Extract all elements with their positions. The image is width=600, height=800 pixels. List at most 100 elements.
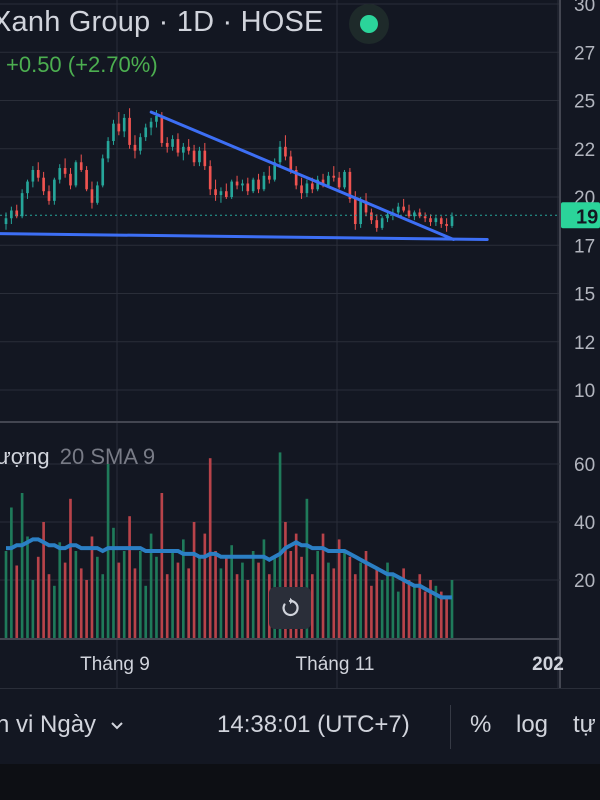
volume-bar	[15, 565, 19, 638]
date-range-label: n vi Ngày	[0, 711, 97, 738]
candle-body	[305, 183, 309, 194]
candle-body	[332, 175, 336, 178]
candle-body	[15, 210, 19, 217]
volume-bar	[149, 533, 153, 638]
candle-body	[36, 169, 40, 178]
percent-scale-toggle[interactable]: %	[470, 711, 492, 738]
candle-body	[316, 179, 319, 190]
volume-bar	[101, 574, 105, 638]
candle-body	[128, 117, 131, 145]
bottom-toolbar: n vi Ngày 14:38:01 (UTC+7) % log tự	[0, 688, 600, 765]
reset-zoom-button[interactable]	[269, 587, 311, 629]
price-axis-label: 25	[574, 92, 595, 113]
candle-body	[251, 179, 255, 192]
candle-body	[364, 200, 368, 213]
volume-bar	[139, 551, 142, 638]
volume-bar	[112, 527, 115, 638]
volume-bar	[423, 591, 427, 638]
reset-zoom-icon	[282, 597, 299, 617]
price-axis-label: 30	[574, 0, 595, 16]
candle-body	[273, 162, 277, 180]
candle-body	[321, 179, 325, 186]
volume-bar	[106, 464, 110, 638]
toolbar-divider	[450, 705, 451, 749]
volume-bar	[305, 498, 309, 638]
volume-bar	[375, 568, 379, 638]
candlestick-series	[4, 108, 454, 232]
volume-bar	[58, 542, 62, 638]
live-status-dot-icon	[360, 15, 378, 33]
volume-legend[interactable]: ượng 20 SMA 9	[0, 444, 155, 470]
candle-body	[171, 139, 174, 147]
volume-bar	[257, 562, 260, 638]
candle-body	[439, 218, 443, 225]
candle-body	[47, 191, 51, 201]
volume-bar	[284, 522, 287, 638]
volume-bar	[214, 551, 217, 638]
volume-bar	[219, 568, 223, 638]
volume-bar	[294, 533, 298, 638]
candle-body	[90, 189, 94, 203]
volume-bar	[224, 556, 228, 638]
volume-bar	[327, 562, 330, 638]
volume-bar	[429, 580, 432, 638]
volume-bar	[165, 574, 169, 638]
volume-bar	[79, 568, 83, 638]
candle-body	[10, 210, 13, 219]
candle-body	[407, 210, 411, 217]
time-axis-label: 202	[532, 654, 564, 675]
volume-sma-line	[6, 537, 452, 600]
volume-bar	[246, 580, 250, 638]
candle-body	[106, 141, 110, 159]
volume-bar	[10, 507, 13, 638]
volume-bar	[359, 562, 362, 638]
candle-body	[101, 158, 105, 186]
date-range-selector[interactable]: n vi Ngày	[0, 711, 125, 739]
candle-body	[450, 216, 454, 226]
volume-bar	[418, 574, 422, 638]
candle-body	[445, 224, 448, 226]
candle-body	[112, 123, 115, 142]
volume-bar	[332, 568, 336, 638]
candle-body	[257, 179, 260, 190]
candle-body	[20, 193, 24, 217]
trendline-upper	[149, 110, 456, 241]
auto-scale-toggle[interactable]: tự	[573, 711, 596, 738]
candle-body	[413, 212, 416, 217]
volume-bar	[310, 574, 314, 638]
candle-body	[208, 166, 212, 190]
volume-bar	[251, 551, 255, 638]
volume-bar	[160, 493, 164, 638]
volume-bar	[208, 458, 212, 638]
volume-bar	[69, 498, 72, 638]
candle-body	[348, 171, 352, 199]
candle-body	[58, 168, 62, 180]
trendlines[interactable]	[0, 110, 489, 241]
volume-bar	[370, 585, 373, 638]
volume-bar	[187, 568, 191, 638]
volume-bar	[85, 580, 88, 638]
candle-body	[429, 218, 432, 223]
time-axis-label: Tháng 9	[80, 654, 150, 675]
volume-bar	[396, 591, 400, 638]
candle-body	[176, 139, 180, 153]
volume-bar	[413, 585, 416, 638]
candle-body	[386, 214, 389, 219]
log-scale-toggle[interactable]: log	[516, 711, 549, 738]
time-axis-label: Tháng 11	[296, 654, 375, 675]
volume-bar	[144, 585, 148, 638]
volume-bar	[192, 522, 196, 638]
volume-bar	[278, 452, 282, 638]
price-axis-label: 27	[574, 43, 595, 64]
clock-time[interactable]: 14:38:01 (UTC+7)	[217, 711, 410, 738]
volume-bar	[439, 591, 443, 638]
candle-body	[53, 179, 56, 201]
volume-legend-label: ượng	[0, 444, 50, 469]
candle-body	[267, 175, 271, 180]
volume-bar	[316, 551, 319, 638]
candle-body	[278, 146, 282, 163]
volume-bar	[203, 533, 207, 638]
volume-bar	[407, 580, 411, 638]
candle-body	[160, 115, 164, 143]
